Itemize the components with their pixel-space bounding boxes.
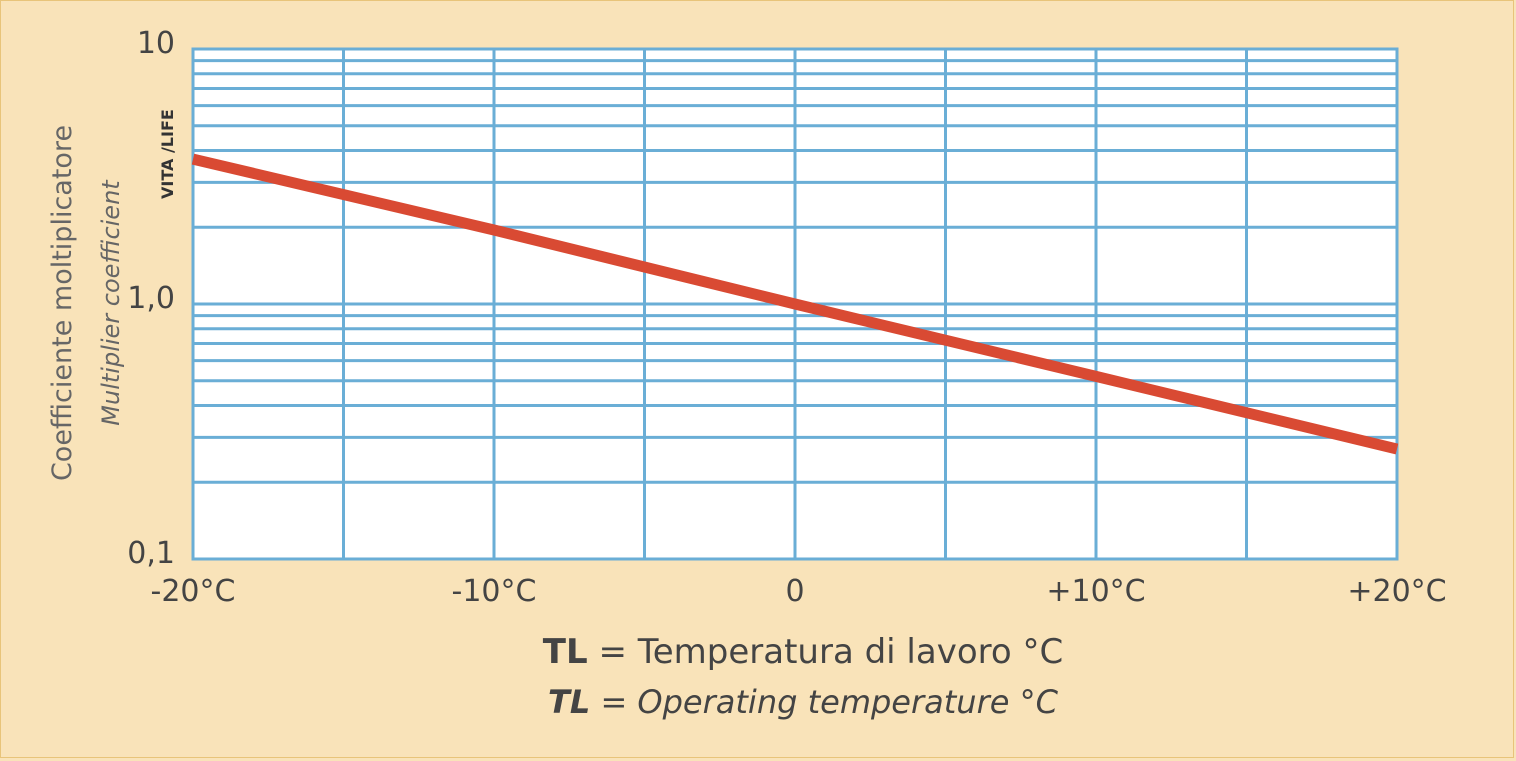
- x-axis-title: TL = Temperatura di lavoro °C: [543, 632, 1063, 672]
- series-line-life: [191, 153, 1399, 455]
- series-label-life: VITA /LIFE: [158, 109, 177, 199]
- x-tick-label: +20°C: [1347, 574, 1446, 609]
- y-tick-label: 0,1: [127, 536, 175, 571]
- y-tick-label: 10: [137, 26, 175, 61]
- grid-lines: [193, 49, 1397, 559]
- x-axis-title-english-rest: = Operating temperature °C: [590, 683, 1058, 721]
- y-tick-label: 1,0: [127, 281, 175, 316]
- x-tick-label: +10°C: [1046, 574, 1145, 609]
- x-axis-title-english: TL = Operating temperature °C: [548, 683, 1059, 721]
- x-tick-label: -20°C: [151, 574, 236, 609]
- plot-border: [191, 47, 1399, 561]
- x-tick-label: -10°C: [452, 574, 537, 609]
- y-axis-label-english: Multiplier coefficient: [97, 179, 125, 426]
- x-axis-title-rest: = Temperatura di lavoro °C: [588, 632, 1064, 672]
- y-axis-label: Coefficiente moltiplicatore: [47, 125, 78, 481]
- x-axis-title-prefix: TL: [543, 632, 588, 672]
- x-axis-title-english-prefix: TL: [548, 683, 590, 721]
- x-tick-label: 0: [785, 574, 804, 609]
